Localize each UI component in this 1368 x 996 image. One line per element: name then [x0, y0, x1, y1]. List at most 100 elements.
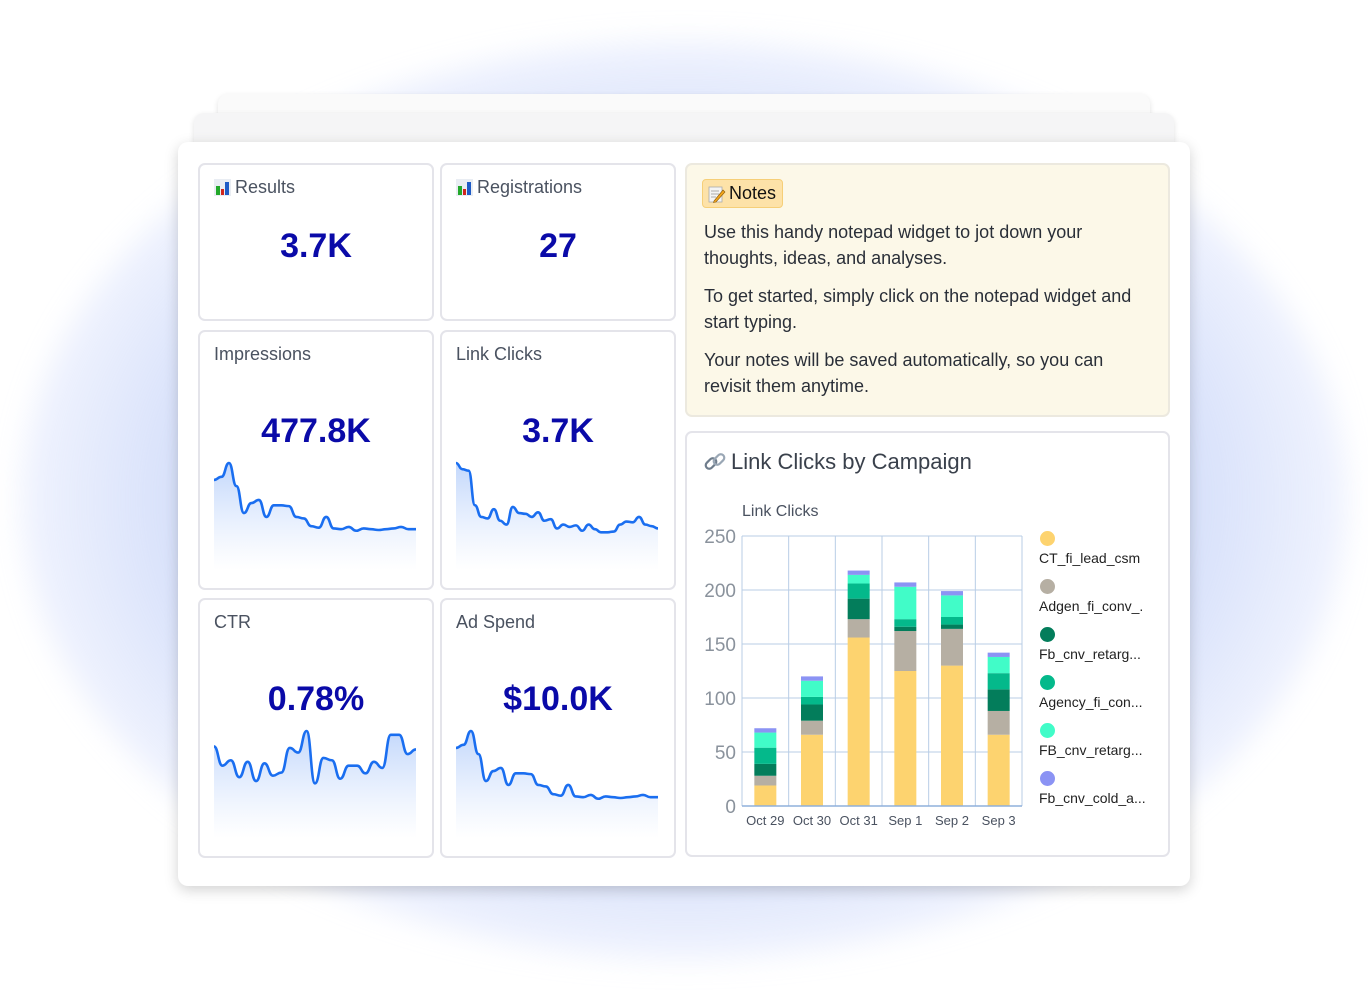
bar-segment[interactable]	[894, 586, 917, 620]
legend-dot-icon	[1040, 579, 1055, 594]
notes-content[interactable]: Use this handy notepad widget to jot dow…	[704, 219, 1148, 411]
impressions-label: Impressions	[214, 344, 312, 364]
svg-text:Oct 29: Oct 29	[746, 813, 784, 828]
bar-segment[interactable]	[847, 574, 870, 584]
notes-paragraph: Use this handy notepad widget to jot dow…	[704, 222, 1083, 268]
bar-segment[interactable]	[941, 665, 963, 806]
bar-segment[interactable]	[987, 656, 1010, 674]
memo-icon	[708, 186, 726, 203]
legend-label: CT_fi_lead_csm	[1039, 550, 1141, 566]
link-clicks-by-campaign-card: Link Clicks by Campaign Link Clicks 0 50 1…	[685, 431, 1170, 857]
svg-text:50: 50	[715, 743, 736, 764]
bar-segment[interactable]	[987, 689, 1010, 711]
bar-segment[interactable]	[941, 624, 963, 629]
bar-segment[interactable]	[847, 598, 870, 620]
bar-segment[interactable]	[894, 631, 917, 671]
bar-segment[interactable]	[987, 652, 1010, 657]
bar-segment[interactable]	[754, 732, 777, 748]
legend-dot-icon	[1040, 531, 1055, 546]
notes-paragraph: To get started, simply click on the note…	[704, 286, 1132, 332]
results-label: Results	[214, 177, 295, 198]
bar-segment[interactable]	[987, 734, 1010, 806]
link-clicks-label: Link Clicks	[456, 344, 543, 364]
ad-spend-sparkline	[456, 729, 658, 838]
legend-item[interactable]: Adgen_fi_conv_.	[1039, 579, 1159, 627]
ctr-sparkline	[214, 729, 416, 838]
bar-segment[interactable]	[754, 747, 777, 764]
ctr-value: 0.78%	[267, 680, 365, 718]
registrations-value: 27	[539, 227, 577, 265]
svg-text:Sep 1: Sep 1	[888, 813, 922, 828]
bar-chart-icon	[214, 179, 231, 196]
svg-text:100: 100	[704, 689, 736, 710]
legend-dot-icon	[1040, 723, 1055, 738]
chart-legend: CT_fi_lead_csm Adgen_fi_conv_. Fb_cnv_re…	[1039, 531, 1159, 819]
bar-segment[interactable]	[847, 570, 870, 575]
bar-segment[interactable]	[987, 673, 1010, 690]
svg-text:Oct 31: Oct 31	[840, 813, 878, 828]
ctr-label: CTR	[214, 612, 251, 632]
bar-segment[interactable]	[801, 680, 823, 697]
legend-label: FB_cnv_retarg...	[1039, 742, 1143, 758]
bar-segment[interactable]	[987, 710, 1010, 735]
bar-segment[interactable]	[941, 591, 963, 596]
bar-segment[interactable]	[894, 626, 917, 632]
notes-badge-label: Notes	[729, 183, 777, 203]
results-value: 3.7K	[280, 227, 352, 265]
link-icon	[704, 453, 726, 470]
ctr-tile[interactable]: CTR 0.78%	[198, 598, 434, 858]
bar-chart-icon	[456, 179, 473, 196]
bar-segment[interactable]	[894, 619, 917, 627]
y-axis-label: Link Clicks	[742, 503, 819, 520]
impressions-sparkline	[214, 461, 416, 570]
dashboard-panel: Results 3.7K Registrations 27 Impression…	[178, 142, 1190, 886]
registrations-tile[interactable]: Registrations 27	[440, 163, 676, 321]
svg-text:Sep 2: Sep 2	[935, 813, 969, 828]
bar-segment[interactable]	[754, 785, 777, 806]
bar-segment[interactable]	[754, 763, 777, 776]
registrations-label-text: Registrations	[477, 177, 583, 197]
notes-widget[interactable]: Notes Use this handy notepad widget to j…	[685, 163, 1170, 417]
bar-segment[interactable]	[894, 582, 917, 587]
bar-segment[interactable]	[941, 595, 963, 617]
ad-spend-value: $10.0K	[503, 680, 613, 718]
svg-text:200: 200	[704, 581, 736, 602]
legend-item[interactable]: Fb_cnv_retarg...	[1039, 627, 1159, 675]
chart-title-text: Link Clicks by Campaign	[731, 449, 972, 474]
bar-segment[interactable]	[941, 617, 963, 625]
impressions-value: 477.8K	[261, 412, 371, 450]
link-clicks-tile[interactable]: Link Clicks 3.7K	[440, 330, 676, 590]
legend-item[interactable]: Agency_fi_con...	[1039, 675, 1159, 723]
registrations-label: Registrations	[456, 177, 582, 198]
notes-badge: Notes	[702, 179, 784, 208]
legend-item[interactable]: FB_cnv_retarg...	[1039, 723, 1159, 771]
bar-segment[interactable]	[847, 619, 870, 638]
svg-text:Sep 3: Sep 3	[982, 813, 1016, 828]
bar-segment[interactable]	[847, 637, 870, 806]
ad-spend-label: Ad Spend	[456, 612, 536, 632]
bar-segment[interactable]	[941, 628, 963, 666]
bar-segment[interactable]	[754, 775, 777, 786]
bar-segment[interactable]	[801, 734, 823, 806]
legend-label: Agency_fi_con...	[1039, 694, 1143, 710]
legend-dot-icon	[1040, 627, 1055, 642]
ad-spend-tile[interactable]: Ad Spend $10.0K	[440, 598, 676, 858]
bar-segment[interactable]	[801, 696, 823, 705]
results-label-text: Results	[235, 177, 296, 197]
bar-segment[interactable]	[754, 728, 777, 733]
results-tile[interactable]: Results 3.7K	[198, 163, 434, 321]
bar-segment[interactable]	[894, 671, 917, 806]
stacked-bar-chart: 0 50 100 150 200 250 Oct 29 Oct 30 Oct 31 Sep 1 Se…	[704, 527, 1023, 828]
bar-segment[interactable]	[847, 583, 870, 599]
legend-item[interactable]: Fb_cnv_cold_a...	[1039, 771, 1159, 819]
legend-dot-icon	[1040, 675, 1055, 690]
legend-item[interactable]: CT_fi_lead_csm	[1039, 531, 1159, 579]
bar-segment[interactable]	[801, 676, 823, 681]
svg-text:0: 0	[725, 797, 736, 818]
bar-segment[interactable]	[801, 720, 823, 735]
chart-title: Link Clicks by Campaign	[703, 449, 972, 475]
notes-paragraph: Your notes will be saved automatically, …	[704, 350, 1104, 396]
bar-segment[interactable]	[801, 704, 823, 721]
link-clicks-sparkline	[456, 461, 658, 570]
impressions-tile[interactable]: Impressions 477.8K	[198, 330, 434, 590]
